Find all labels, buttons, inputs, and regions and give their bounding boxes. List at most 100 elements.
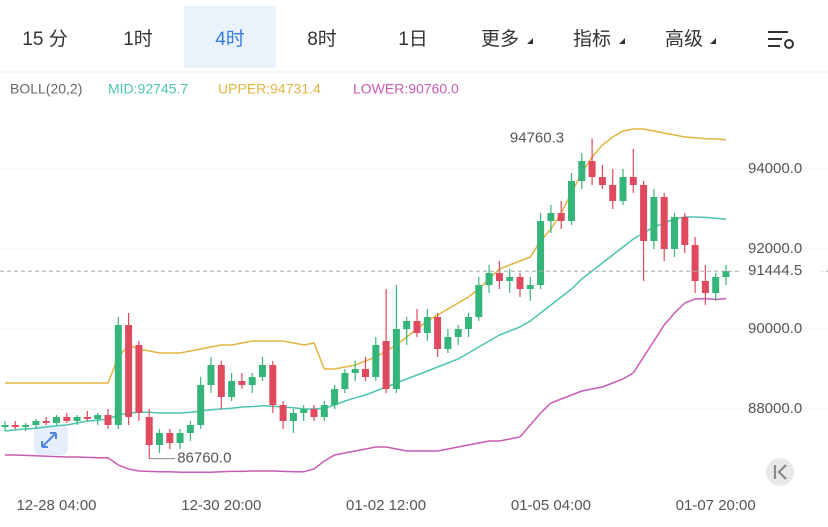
last-price-label: 91444.5 bbox=[748, 262, 802, 279]
candle-body bbox=[434, 317, 442, 349]
candle-body bbox=[11, 425, 19, 427]
candle-body bbox=[722, 271, 730, 277]
settings-icon[interactable] bbox=[768, 31, 794, 49]
candle-body bbox=[475, 285, 483, 317]
band-line bbox=[5, 128, 727, 384]
candle-body bbox=[537, 221, 545, 285]
candle-body bbox=[392, 329, 400, 389]
candle-body bbox=[351, 369, 359, 373]
candle-body bbox=[238, 381, 246, 385]
zoom-icon[interactable] bbox=[34, 425, 68, 455]
candle-body bbox=[63, 417, 71, 421]
candle-body bbox=[269, 365, 277, 405]
candle-body bbox=[547, 213, 555, 221]
tab[interactable]: 4时 bbox=[215, 28, 245, 50]
tab[interactable]: 15 分 bbox=[22, 28, 67, 50]
candle-body bbox=[1, 425, 9, 427]
candle-body bbox=[495, 273, 503, 281]
tab[interactable]: 更多 bbox=[481, 28, 519, 50]
candle-body bbox=[701, 281, 709, 293]
candle-body bbox=[217, 365, 225, 397]
candle-body bbox=[516, 277, 524, 289]
candle-body bbox=[145, 417, 153, 445]
candle-body bbox=[73, 417, 81, 421]
candle-body bbox=[331, 389, 339, 405]
y-tick-label: 94000.0 bbox=[748, 160, 802, 177]
low-label: 86760.0 bbox=[177, 450, 231, 467]
tab[interactable]: 指标 bbox=[573, 28, 611, 50]
x-tick-label: 12-28 04:00 bbox=[16, 497, 96, 514]
candle-body bbox=[691, 245, 699, 281]
candle-body bbox=[619, 177, 627, 201]
candle-body bbox=[53, 417, 60, 423]
candle-body bbox=[289, 413, 297, 421]
candle-body bbox=[135, 345, 143, 413]
candle-body bbox=[557, 213, 565, 221]
legend-entry: MID:92745.7 bbox=[108, 81, 188, 97]
candle-body bbox=[125, 325, 133, 417]
candle-body bbox=[650, 197, 658, 241]
candle-body bbox=[176, 433, 184, 443]
candle-body bbox=[341, 373, 349, 389]
x-tick-label: 01-05 04:00 bbox=[511, 497, 591, 514]
candle-body bbox=[104, 415, 112, 425]
band-line bbox=[5, 297, 727, 473]
candle-body bbox=[186, 425, 194, 433]
legend-entry: UPPER:94731.4 bbox=[218, 81, 321, 97]
candle-body bbox=[228, 381, 236, 397]
candle-body bbox=[671, 217, 678, 249]
candle-body bbox=[413, 321, 421, 333]
candle-body bbox=[609, 185, 617, 201]
tab[interactable]: 1时 bbox=[123, 28, 153, 50]
candle-body bbox=[42, 421, 50, 423]
candle-body bbox=[156, 433, 163, 445]
candle-body bbox=[578, 161, 586, 181]
tab[interactable]: 高级 bbox=[665, 28, 703, 50]
legend-entry: LOWER:90760.0 bbox=[353, 81, 459, 97]
candle-body bbox=[568, 181, 575, 221]
candle-body bbox=[588, 161, 596, 177]
candle-body bbox=[629, 177, 637, 185]
dropdown-arrows bbox=[527, 38, 716, 44]
scroll-latest-icon[interactable] bbox=[766, 458, 794, 486]
candle-body bbox=[83, 417, 91, 419]
y-tick-label: 90000.0 bbox=[748, 320, 802, 337]
y-tick-label: 92000.0 bbox=[748, 240, 802, 257]
candle-body bbox=[403, 321, 411, 329]
candle-body bbox=[681, 217, 689, 245]
y-tick-label: 88000.0 bbox=[748, 400, 802, 417]
candle-body bbox=[207, 365, 215, 385]
tabs: 15 分 1时 4时 8时 1日 更多 指标 高级 bbox=[22, 28, 703, 50]
candle-body bbox=[259, 365, 266, 377]
candle-body bbox=[382, 341, 390, 389]
candle-body bbox=[248, 377, 256, 385]
candle-body bbox=[372, 345, 380, 377]
candle-body bbox=[485, 273, 493, 285]
tab[interactable]: 8时 bbox=[307, 28, 337, 50]
candle-body bbox=[640, 185, 648, 241]
candle-body bbox=[279, 405, 287, 421]
tab[interactable]: 1日 bbox=[398, 29, 428, 50]
candle-body bbox=[94, 415, 102, 419]
candle-body bbox=[423, 317, 431, 333]
candle-body bbox=[454, 329, 462, 337]
candle-body bbox=[362, 369, 369, 377]
tab-bar bbox=[0, 0, 828, 72]
candle-body bbox=[310, 409, 318, 417]
candle-body bbox=[114, 325, 122, 425]
candle-body bbox=[320, 405, 328, 417]
active-tab-bg bbox=[184, 6, 276, 68]
indicator-label: BOLL(20,2) bbox=[10, 81, 82, 97]
high-label: 94760.3 bbox=[510, 130, 564, 147]
candle-body bbox=[526, 285, 534, 289]
x-tick-label: 01-07 20:00 bbox=[676, 497, 756, 514]
candle-body bbox=[712, 277, 720, 293]
x-tick-label: 01-02 12:00 bbox=[346, 497, 426, 514]
candle-body bbox=[506, 277, 514, 281]
candle-body bbox=[32, 421, 40, 425]
candle-body bbox=[300, 409, 308, 413]
x-tick-label: 12-30 20:00 bbox=[181, 497, 261, 514]
candle-body bbox=[660, 197, 668, 249]
